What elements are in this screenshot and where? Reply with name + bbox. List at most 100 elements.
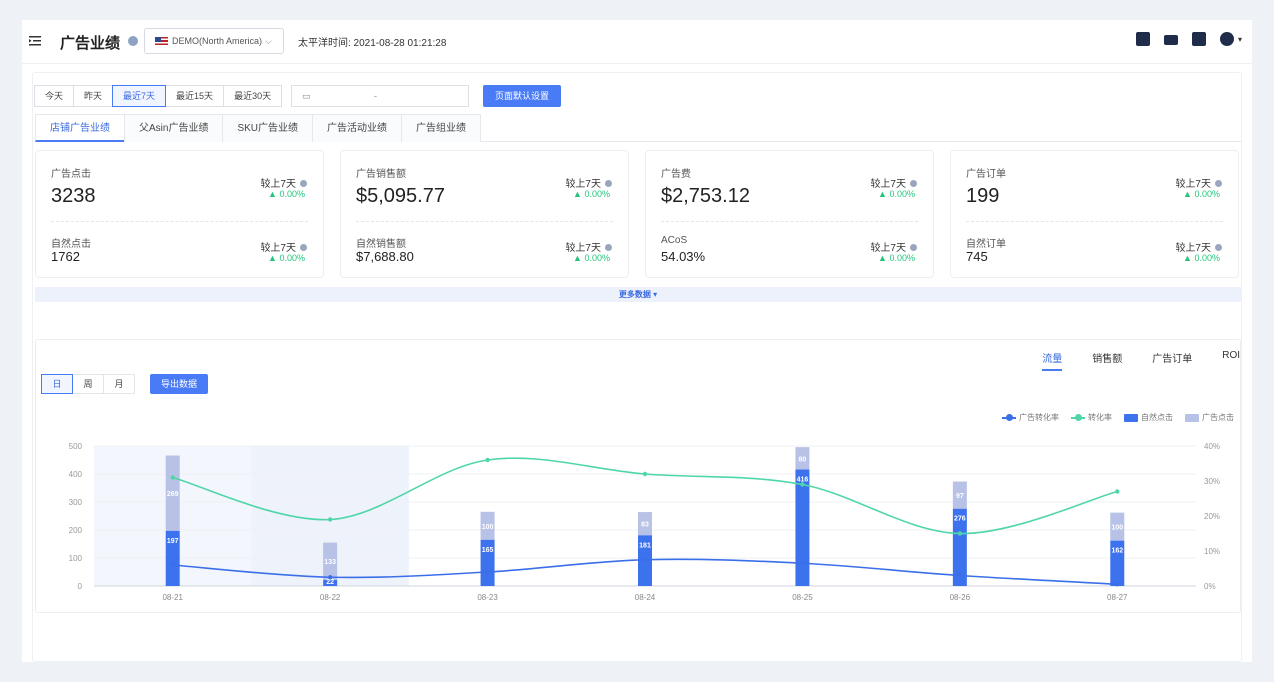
tab-sku[interactable]: SKU广告业绩: [222, 114, 314, 142]
date-range-buttons: 今天 昨天 最近7天 最近15天 最近30天: [34, 85, 283, 107]
message-icon[interactable]: [1191, 32, 1206, 46]
kpi-sub-value: 54.03%: [661, 249, 706, 264]
point-ad-conversion-rate: [327, 575, 333, 580]
date-range-input[interactable]: ▭ -: [291, 85, 469, 107]
kpi-card-ad-orders: 广告订单 199 较上7天 ▲ 0.00% 自然订单 745 较上7天 ▲ 0.…: [950, 150, 1239, 278]
kpi-sub-compare: 较上7天: [870, 239, 917, 254]
caret-down-icon[interactable]: ▾: [1237, 34, 1242, 44]
range-today[interactable]: 今天: [34, 85, 75, 107]
legend-line-swatch: [1071, 413, 1085, 421]
bar-label-ad-clicks: 269: [167, 491, 179, 498]
point-ad-conversion-rate: [957, 573, 963, 578]
range-last-7-days[interactable]: 最近7天: [112, 85, 167, 107]
metric-tab-sales[interactable]: 销售额: [1092, 354, 1123, 365]
point-ad-conversion-rate: [642, 557, 648, 562]
y-right-tick-label: 10%: [1204, 547, 1220, 556]
mail-icon[interactable]: [1163, 35, 1178, 45]
kpi-change: ▲ 0.00%: [268, 189, 305, 199]
tab-ad-group[interactable]: 广告组业绩: [401, 114, 482, 142]
bar-label-natural-clicks: 416: [797, 477, 809, 484]
page-title: 广告业绩: [60, 35, 121, 52]
top-bar: 广告业绩 DEMO(North America) ⌵ 太平洋时间: 2021-08…: [22, 20, 1252, 64]
tab-campaign[interactable]: 广告活动业绩: [312, 114, 403, 142]
y-left-tick-label: 0: [78, 582, 83, 591]
point-conversion-rate: [485, 457, 490, 463]
kpi-sub-label: 自然订单: [966, 239, 1006, 250]
bar-ad-clicks: [165, 455, 180, 531]
bar-label-natural-clicks: 276: [954, 516, 966, 523]
date-separator: -: [374, 91, 377, 101]
kpi-sub-change: ▲ 0.00%: [573, 253, 610, 263]
y-right-tick-label: 30%: [1204, 477, 1220, 486]
period-month[interactable]: 月: [103, 374, 135, 394]
legend-item[interactable]: 广告点击: [1185, 412, 1234, 423]
top-right-icons: ▾: [1135, 32, 1242, 46]
point-conversion-rate: [957, 531, 963, 536]
bar-ad-clicks: [480, 511, 495, 540]
metric-tab-ad-orders[interactable]: 广告订单: [1152, 354, 1193, 365]
period-day[interactable]: 日: [41, 374, 73, 394]
tab-store-ads[interactable]: 店铺广告业绩: [35, 114, 125, 142]
bar-label-ad-clicks: 100: [482, 524, 494, 531]
legend-item[interactable]: 转化率: [1071, 412, 1112, 423]
kpi-change-value: 0.00%: [584, 189, 610, 199]
kpi-sub-change: ▲ 0.00%: [878, 253, 915, 263]
metric-tabs: 流量 销售额 广告订单 ROI: [1042, 350, 1240, 371]
bar-natural-clicks: [795, 469, 810, 586]
point-conversion-rate: [170, 475, 175, 480]
tab-parent-asin[interactable]: 父Asin广告业绩: [124, 114, 224, 142]
legend-line-swatch: [1002, 413, 1016, 421]
bar-ad-clicks: [952, 481, 967, 509]
kpi-label: 广告销售额: [356, 169, 406, 180]
kpi-sub-value: $7,688.80: [356, 249, 414, 264]
y-right-tick-label: 20%: [1204, 512, 1220, 521]
kpi-sub-value: 1762: [51, 249, 80, 264]
bar-natural-clicks: [480, 539, 495, 586]
bar-label-ad-clicks: 83: [641, 522, 649, 529]
bar-label-ad-clicks: 100: [1111, 525, 1123, 532]
x-tick-label: 08-27: [1107, 593, 1128, 602]
bar-label-natural-clicks: 162: [1111, 548, 1123, 555]
kpi-compare: 较上7天: [565, 175, 612, 190]
kpi-label: 广告订单: [966, 169, 1006, 180]
kpi-sub-change-value: 0.00%: [1194, 253, 1220, 263]
bar-natural-clicks: [323, 579, 338, 586]
bar-ad-clicks: [795, 447, 810, 470]
menu-toggle-icon[interactable]: [28, 34, 42, 48]
point-ad-conversion-rate: [170, 562, 175, 568]
kpi-value: 3238: [51, 185, 96, 207]
kpi-value: 199: [966, 185, 1000, 207]
store-selector[interactable]: DEMO(North America) ⌵: [144, 28, 284, 54]
y-left-tick-label: 200: [69, 526, 83, 535]
kpi-sub-label: 自然点击: [51, 239, 91, 250]
metric-tab-roi[interactable]: ROI: [1222, 350, 1240, 361]
more-data-toggle[interactable]: 更多数据 ▾: [35, 287, 1241, 302]
point-conversion-rate: [800, 482, 805, 487]
kpi-change: ▲ 0.00%: [878, 189, 915, 199]
period-week[interactable]: 周: [72, 374, 104, 394]
kpi-sub-change: ▲ 0.00%: [1183, 253, 1220, 263]
kpi-sub-label: 自然销售额: [356, 239, 406, 250]
legend-item[interactable]: 自然点击: [1124, 412, 1173, 423]
export-data-button[interactable]: 导出数据: [150, 374, 208, 394]
bar-label-natural-clicks: 165: [482, 547, 494, 554]
kpi-change-value: 0.00%: [1194, 189, 1220, 199]
calendar-icon[interactable]: [1135, 32, 1150, 46]
legend-item[interactable]: 广告转化率: [1002, 412, 1059, 423]
user-avatar-icon[interactable]: [1219, 32, 1234, 46]
range-last-30-days[interactable]: 最近30天: [223, 85, 283, 107]
calendar-small-icon: ▭: [302, 91, 311, 101]
chevron-down-icon: ⌵: [265, 36, 272, 46]
metric-tab-traffic[interactable]: 流量: [1042, 350, 1063, 371]
set-default-button[interactable]: 页面默认设置: [483, 85, 561, 107]
range-yesterday[interactable]: 昨天: [73, 85, 114, 107]
x-tick-label: 08-21: [162, 593, 183, 602]
range-last-15-days[interactable]: 最近15天: [165, 85, 225, 107]
us-flag-icon: [155, 37, 168, 45]
help-icon[interactable]: [128, 36, 138, 46]
bar-ad-clicks: [323, 542, 338, 580]
kpi-value: $5,095.77: [356, 185, 445, 207]
chart-legend: 广告转化率 转化率 自然点击 广告点击: [1002, 412, 1234, 423]
kpi-compare: 较上7天: [260, 175, 307, 190]
performance-tabs: 店铺广告业绩 父Asin广告业绩 SKU广告业绩 广告活动业绩 广告组业绩: [35, 114, 1241, 142]
